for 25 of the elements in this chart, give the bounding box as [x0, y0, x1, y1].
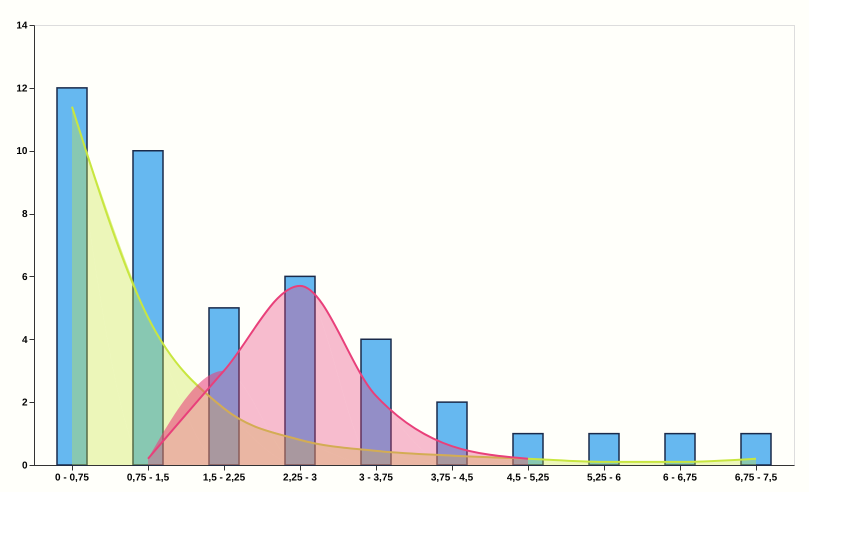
x-tick-label: 4,5 - 5,25 — [506, 472, 550, 484]
y-tick-label: 8 — [22, 209, 28, 220]
bar — [360, 338, 392, 466]
bar — [436, 401, 468, 466]
x-tick-label: 3 - 3,75 — [359, 472, 394, 484]
bar — [588, 432, 620, 466]
y-tick-label: 10 — [16, 146, 28, 158]
y-tick-label: 0 — [22, 460, 28, 472]
x-tick-label: 3,75 - 4,5 — [430, 472, 474, 484]
y-tick-label: 4 — [22, 334, 28, 346]
x-tick-label: 5,25 - 6 — [587, 472, 622, 484]
x-tick-label: 6,75 - 7,5 — [734, 472, 778, 484]
bar — [512, 432, 544, 466]
y-tick-label: 14 — [16, 20, 28, 32]
x-tick-label: 0 - 0,75 — [55, 472, 90, 484]
y-tick-label: 12 — [16, 83, 28, 94]
bar — [284, 276, 316, 466]
x-tick-label: 6 - 6,75 — [663, 472, 698, 484]
y-tick-label: 6 — [22, 272, 28, 283]
bar — [208, 307, 240, 466]
x-tick-label: 1,5 - 2,25 — [202, 472, 246, 484]
x-tick-label: 2,25 - 3 — [283, 472, 318, 484]
x-tick-label: 0,75 - 1,5 — [126, 472, 170, 484]
y-tick-label: 2 — [22, 398, 28, 409]
bar — [664, 432, 696, 466]
